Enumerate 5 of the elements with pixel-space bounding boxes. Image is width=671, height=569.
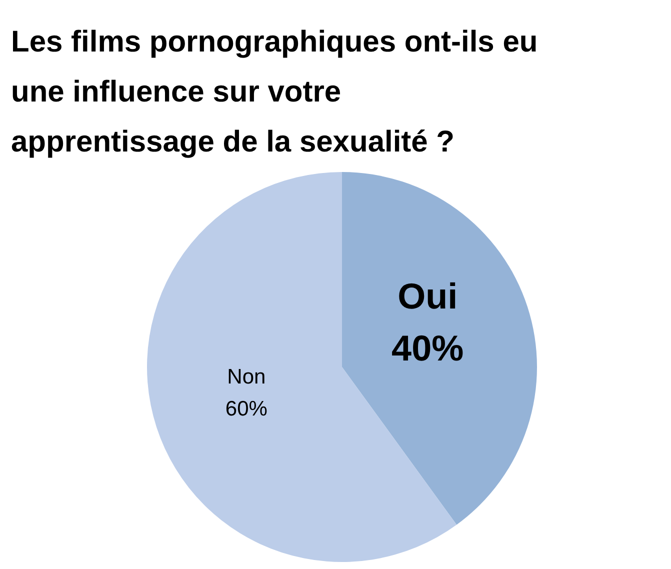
slice-label: Non	[227, 366, 266, 389]
slice-label: Oui	[398, 275, 458, 316]
data-label: 40%	[392, 327, 464, 368]
data-label: 60%	[225, 398, 268, 421]
chart-title: Les films pornographiques ont-ils eu une influence sur votre apprentissage de la sexualité ?	[11, 26, 538, 158]
